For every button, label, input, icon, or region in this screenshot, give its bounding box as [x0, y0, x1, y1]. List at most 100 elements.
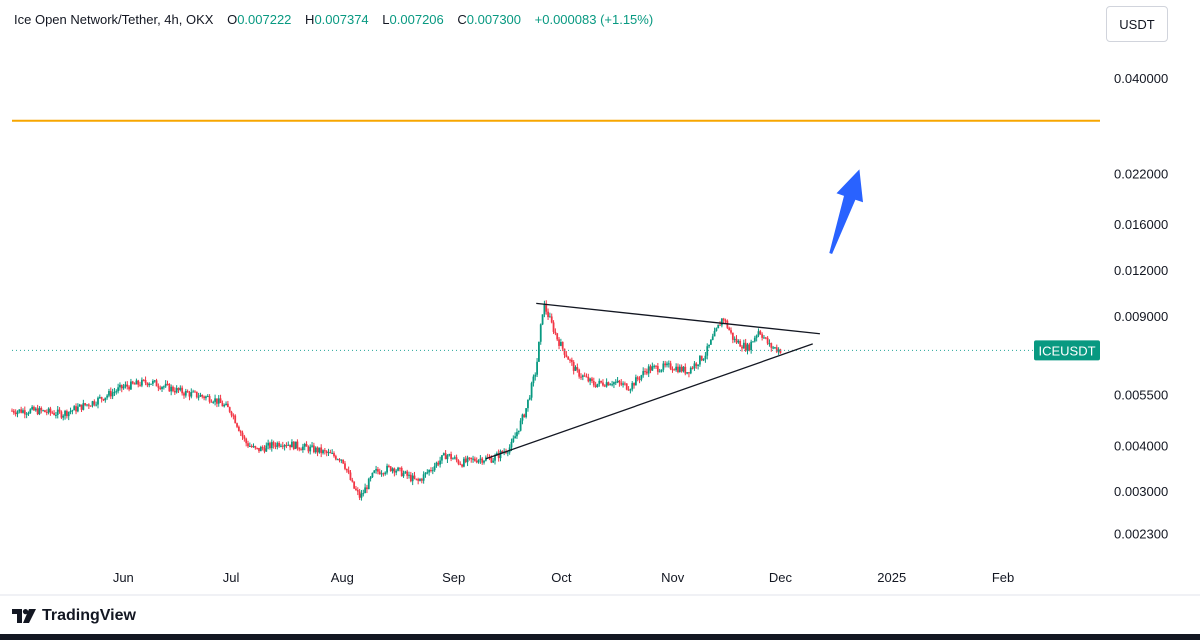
candle-body	[501, 451, 504, 453]
candle	[117, 383, 120, 394]
candle-body	[159, 387, 162, 390]
candle	[353, 481, 356, 490]
candle-body	[80, 404, 83, 410]
candle	[269, 441, 271, 450]
candle-body	[269, 442, 271, 449]
candle-body	[677, 366, 679, 373]
candle-body	[497, 453, 500, 459]
candle-body	[598, 380, 601, 384]
candle-body	[779, 349, 782, 354]
candle	[413, 471, 416, 480]
candle	[656, 362, 659, 375]
candle	[607, 381, 610, 386]
candle-body	[473, 458, 476, 461]
candle	[724, 318, 727, 324]
candle-body	[247, 443, 249, 447]
candle-body	[16, 411, 19, 415]
candle-body	[464, 458, 467, 463]
candle	[78, 403, 81, 407]
candle-body	[168, 383, 171, 392]
candle	[98, 394, 101, 399]
candle-body	[466, 457, 469, 463]
currency-selector[interactable]: USDT	[1106, 6, 1168, 42]
candle-body	[342, 459, 345, 464]
candle-body	[289, 444, 291, 448]
candle-body	[334, 456, 337, 460]
candle-body	[375, 469, 377, 471]
candle-body	[708, 344, 710, 347]
bullish-arrow[interactable]	[829, 169, 863, 254]
candle	[130, 378, 132, 391]
candle-body	[688, 372, 690, 374]
candle	[398, 467, 401, 472]
candle	[18, 409, 21, 414]
candle-body	[709, 339, 712, 345]
candle	[766, 336, 769, 346]
candle	[197, 392, 200, 401]
candle	[281, 441, 284, 450]
candle-body	[294, 441, 297, 449]
candle-body	[711, 336, 714, 340]
candle-body	[763, 337, 765, 339]
candle-body	[565, 354, 568, 357]
candle-body	[62, 415, 65, 418]
candle	[157, 383, 160, 392]
candle	[523, 413, 526, 418]
candle	[442, 452, 445, 456]
candle-body	[183, 393, 185, 396]
candle	[153, 379, 156, 383]
candle-body	[444, 453, 447, 460]
trendline-upper[interactable]	[536, 302, 820, 335]
candle-body	[170, 386, 173, 392]
candle	[664, 360, 667, 368]
candle	[605, 378, 608, 388]
candle	[744, 338, 747, 352]
candle-body	[126, 384, 129, 387]
low-value: 0.007206	[389, 12, 444, 27]
candle-body	[644, 371, 646, 373]
trendline-lower[interactable]	[485, 343, 813, 460]
candle-body	[634, 377, 637, 386]
candle	[731, 332, 734, 344]
candle-body	[29, 409, 32, 414]
candle-body	[594, 385, 597, 387]
candle-body	[730, 330, 732, 333]
candle	[400, 466, 403, 477]
candle-body	[36, 408, 39, 415]
candle	[700, 355, 703, 362]
close-label: C	[457, 12, 467, 27]
candle	[539, 323, 542, 345]
candle	[148, 382, 151, 388]
candle-body	[377, 469, 379, 472]
candle	[75, 403, 77, 415]
symbol-title[interactable]: Ice Open Network/Tether, 4h, OKX	[14, 12, 214, 27]
candle	[598, 378, 601, 387]
candle	[627, 386, 630, 391]
candle	[770, 342, 773, 352]
candle-body	[675, 366, 678, 371]
tradingview-logo-text: TradingView	[42, 607, 136, 624]
candle-body	[345, 468, 348, 471]
candle-body	[439, 460, 442, 465]
candle	[139, 381, 141, 387]
time-tick-label: Oct	[551, 570, 572, 585]
candle-body	[455, 457, 458, 461]
candle	[757, 328, 760, 338]
candle	[298, 447, 301, 452]
candle-body	[607, 382, 610, 386]
candle	[415, 478, 418, 481]
candle-body	[263, 448, 266, 452]
candle-body	[314, 447, 317, 453]
tradingview-logo[interactable]: TradingView	[12, 607, 136, 625]
candle	[340, 459, 343, 464]
candle	[516, 428, 518, 439]
symbol-legend: Ice Open Network/Tether, 4h, OKX O0.0072…	[14, 12, 653, 27]
candle-body	[430, 470, 432, 472]
candle	[658, 368, 661, 373]
candle	[655, 365, 657, 369]
candle-body	[386, 465, 388, 473]
candle-body	[636, 377, 639, 379]
candle-body	[558, 339, 560, 346]
candle-body	[538, 341, 540, 362]
